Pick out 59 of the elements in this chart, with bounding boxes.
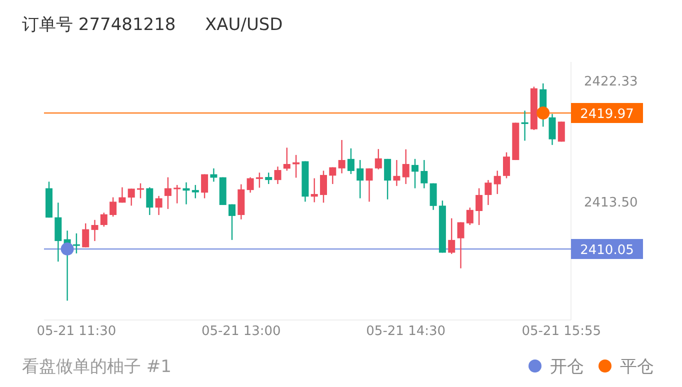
candlestick <box>457 222 464 269</box>
candlestick <box>466 206 474 226</box>
candlestick <box>228 204 236 241</box>
x-tick-label: 05-21 13:00 <box>201 324 281 339</box>
candlestick <box>320 170 327 204</box>
candlestick <box>246 176 254 194</box>
legend-label: 平仓 <box>620 357 654 377</box>
candlestick <box>274 166 282 185</box>
candlestick <box>100 212 108 228</box>
candlestick <box>430 182 437 211</box>
candlestick <box>54 202 62 262</box>
candlestick <box>329 166 336 185</box>
candlestick <box>412 158 418 189</box>
candlestick <box>155 195 162 216</box>
candlestick <box>393 159 400 187</box>
legend-label: 开仓 <box>550 357 584 377</box>
candlestick <box>521 110 528 142</box>
y-tick-label: 2413.50 <box>584 196 638 211</box>
text: 看盘做单的柚子 #1 <box>22 357 172 377</box>
x-tick-label: 05-21 15:55 <box>522 324 602 339</box>
candlestick <box>548 113 556 146</box>
candlestick <box>256 172 263 188</box>
candlestick <box>91 219 98 242</box>
x-tick-label: 05-21 11:30 <box>36 324 116 339</box>
candlestick <box>420 159 428 189</box>
candlestick <box>374 148 382 170</box>
candlestick <box>201 174 208 199</box>
candlestick <box>503 152 510 179</box>
ref-line-label: 2419.97 <box>580 106 634 122</box>
candlestick <box>558 121 565 142</box>
candlestick <box>118 186 126 204</box>
candlestick <box>128 188 135 206</box>
candlestick <box>174 184 181 204</box>
candlestick <box>476 188 483 226</box>
candlestick <box>164 176 172 210</box>
ref-line-label: 2410.05 <box>580 242 634 258</box>
candlestick <box>265 172 272 185</box>
candlestick <box>484 179 492 206</box>
candlestick <box>137 182 144 199</box>
candlestick <box>448 218 456 255</box>
candlestick <box>283 147 290 172</box>
candlestick <box>292 154 300 178</box>
candlestick <box>356 159 364 199</box>
candlestick <box>310 178 318 203</box>
candlestick <box>146 186 154 216</box>
candlestick <box>82 222 90 248</box>
candlestick <box>402 148 410 185</box>
candlestick <box>494 170 501 195</box>
candlestick <box>192 184 199 199</box>
candlestick <box>366 168 373 202</box>
candlestick <box>384 158 392 200</box>
candlestick <box>347 148 354 175</box>
candlestick <box>110 196 117 218</box>
x-tick-label: 05-21 14:30 <box>366 324 446 339</box>
candlestick <box>338 139 346 174</box>
candlestick <box>72 232 80 254</box>
chart-subtitle: XAU/USD <box>205 15 283 35</box>
y-tick-label: 2422.33 <box>584 74 638 90</box>
chart-title: 订单号 277481218 <box>22 15 176 35</box>
